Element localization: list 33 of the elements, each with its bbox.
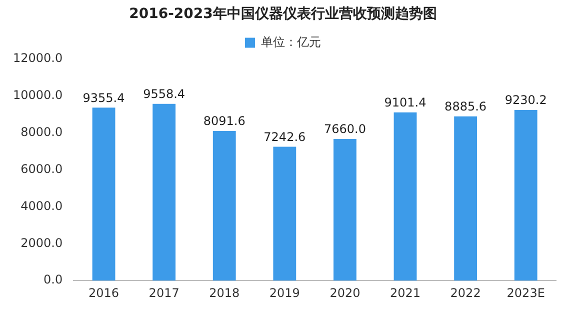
bar xyxy=(212,131,236,281)
text: 8885.6 xyxy=(444,99,487,114)
x-tick-label: 2018 xyxy=(209,286,240,300)
y-tick-label: 4000.0 xyxy=(20,198,63,213)
x-tick-label: 2023E xyxy=(506,286,545,300)
text: 9355.4 xyxy=(82,90,125,105)
bar xyxy=(334,139,356,281)
x-tick-label: 2021 xyxy=(390,286,421,300)
bar xyxy=(514,110,538,281)
x-tick-label: 2017 xyxy=(148,286,180,300)
x-tick-label: 2022 xyxy=(450,286,481,300)
x-tick-label: 2019 xyxy=(269,286,300,300)
y-tick-label: 10000.0 xyxy=(13,88,63,102)
text: 9101.4 xyxy=(384,96,426,110)
text: 9558.4 xyxy=(143,87,186,102)
y-tick-label: 2000.0 xyxy=(20,236,63,250)
bar xyxy=(394,112,417,281)
y-tick-label: 0.0 xyxy=(44,272,63,287)
text: 7660.0 xyxy=(324,122,366,136)
text: 9230.2 xyxy=(504,93,547,108)
bar xyxy=(152,104,176,281)
chart-title: 2016-2023年中国仪器仪表行业营收预测趋势图 xyxy=(129,6,437,22)
legend-label: 单位：亿元 xyxy=(261,34,321,49)
y-tick-label: 12000.0 xyxy=(13,50,63,65)
text: 8091.6 xyxy=(203,114,246,128)
bar xyxy=(92,108,116,281)
bar xyxy=(273,146,296,281)
y-tick-label: 6000.0 xyxy=(20,162,63,176)
y-tick-label: 8000.0 xyxy=(20,124,63,139)
x-tick-label: 2020 xyxy=(330,286,360,300)
x-tick-label: 2016 xyxy=(88,286,120,300)
text: 7242.6 xyxy=(264,130,306,144)
bar xyxy=(454,116,478,281)
